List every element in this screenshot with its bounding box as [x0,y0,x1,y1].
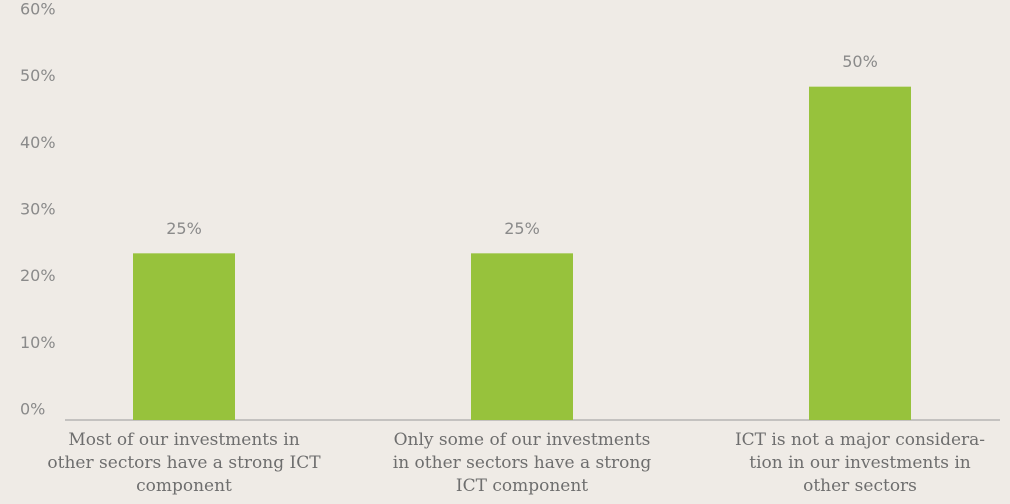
bar [133,253,235,420]
y-tick-label: 60% [20,0,56,19]
value-label: 50% [842,52,878,71]
x-tick-label: Only some of our investments in other se… [392,430,652,496]
bar [471,253,573,420]
y-tick-label: 20% [20,266,56,285]
y-tick-label: 50% [20,66,56,85]
y-tick-label: 0% [20,400,45,419]
bar [809,86,911,421]
y-tick-label: 10% [20,333,56,352]
value-label: 25% [166,219,202,238]
y-tick-label: 40% [20,133,56,152]
value-label: 25% [504,219,540,238]
x-tick-label: ICT is not a major considera- tion in ou… [734,430,986,496]
y-tick-label: 30% [20,200,56,219]
x-tick-label: Most of our investments in other sectors… [47,430,321,496]
